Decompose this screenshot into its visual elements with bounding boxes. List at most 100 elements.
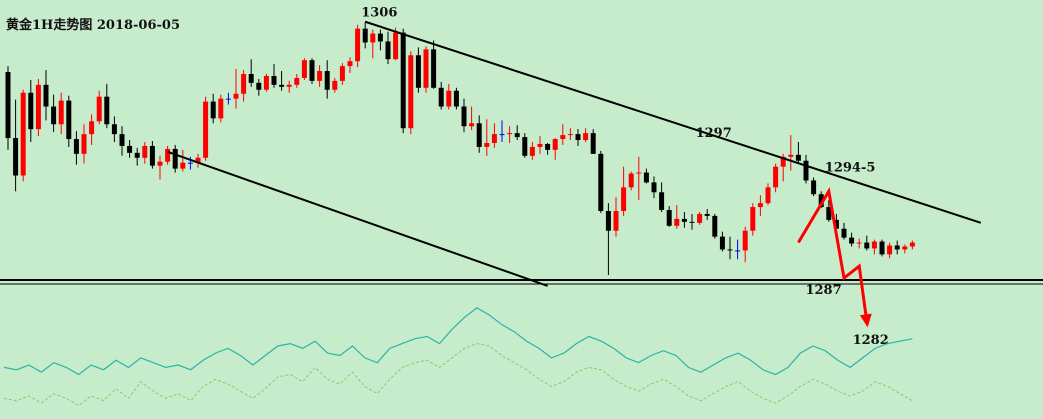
candle	[902, 244, 908, 254]
candle	[385, 31, 391, 65]
candle-body	[393, 32, 399, 60]
candle	[58, 92, 64, 135]
candle	[279, 71, 285, 91]
chart-title: 黄金1H走势图 2018-06-05	[6, 18, 181, 33]
forecast-price-label: 1282	[853, 333, 889, 348]
candle-body	[537, 143, 543, 147]
candle	[522, 133, 528, 158]
candle	[134, 147, 140, 166]
candle-body	[765, 187, 771, 204]
candle-body	[514, 133, 520, 138]
candle	[438, 81, 444, 110]
candle-body	[811, 180, 817, 195]
candle	[476, 115, 482, 153]
candle	[142, 142, 148, 164]
candle	[689, 213, 695, 230]
candle-body	[119, 134, 125, 146]
candle-body	[879, 241, 885, 255]
candle	[453, 87, 459, 110]
candle-body	[241, 73, 247, 94]
candle-body	[613, 211, 619, 231]
candle-body	[370, 33, 376, 43]
candle	[332, 77, 338, 93]
candle	[719, 231, 725, 252]
candle-body	[818, 194, 824, 208]
price-label: 1306	[361, 6, 397, 21]
candle-body	[446, 90, 452, 107]
candle	[149, 141, 155, 169]
candle	[666, 206, 672, 227]
candle-body	[81, 134, 87, 154]
candle-body	[127, 145, 133, 153]
candles-layer	[5, 21, 915, 276]
candle-body	[332, 80, 338, 90]
candle	[636, 156, 642, 201]
candle	[203, 96, 209, 161]
candle	[119, 126, 125, 156]
candle-body	[689, 221, 695, 223]
candle	[446, 83, 452, 110]
candle	[795, 142, 801, 163]
candle-body	[666, 210, 672, 226]
candle	[81, 124, 87, 164]
candle-body	[636, 172, 642, 174]
candle	[879, 239, 885, 257]
candle	[499, 120, 505, 142]
candle	[35, 78, 41, 137]
candle-body	[727, 249, 733, 251]
candle	[583, 128, 589, 142]
candle	[560, 124, 566, 145]
candle	[5, 66, 11, 150]
candle	[225, 92, 231, 105]
candle-body	[339, 66, 345, 81]
candle	[400, 28, 406, 134]
candle	[491, 123, 497, 148]
candle	[286, 80, 292, 93]
candle-body	[5, 72, 11, 139]
candle	[256, 78, 262, 96]
candle-body	[909, 242, 915, 247]
candle-body	[461, 106, 467, 127]
oscillator-signal-line	[3, 343, 913, 407]
candle-body	[712, 215, 718, 237]
price-labels-layer: 1306 1297 1294-5 1287 1282	[361, 6, 889, 348]
candle	[788, 135, 794, 171]
candle	[909, 240, 915, 250]
candle	[469, 106, 475, 131]
candle	[408, 51, 414, 135]
candle-body	[51, 106, 57, 125]
candle-body	[58, 100, 64, 125]
candle	[165, 145, 171, 165]
candle	[514, 125, 520, 141]
candle	[712, 213, 718, 239]
candle	[13, 99, 19, 192]
candle	[294, 73, 300, 88]
candle	[507, 126, 513, 143]
candle-body	[491, 134, 497, 143]
candle	[28, 79, 34, 142]
candle	[377, 29, 383, 51]
candle-body	[233, 93, 239, 99]
candle	[643, 168, 649, 184]
candle	[233, 69, 239, 109]
candle	[484, 119, 490, 156]
candle-body	[871, 241, 877, 249]
candle-body	[415, 55, 421, 88]
candle-body	[218, 98, 224, 119]
candle-body	[659, 192, 665, 211]
candle-body	[476, 123, 482, 147]
candle	[750, 203, 756, 236]
candle	[347, 57, 353, 73]
candle	[681, 211, 687, 228]
candle	[317, 65, 323, 87]
candle-body	[294, 77, 300, 85]
candle-body	[377, 33, 383, 42]
candle	[545, 142, 551, 155]
candle	[111, 116, 117, 142]
candle	[742, 226, 748, 263]
candle	[871, 239, 877, 255]
candle-body	[286, 84, 292, 87]
candle-body	[13, 138, 19, 176]
candle-body	[499, 134, 505, 136]
